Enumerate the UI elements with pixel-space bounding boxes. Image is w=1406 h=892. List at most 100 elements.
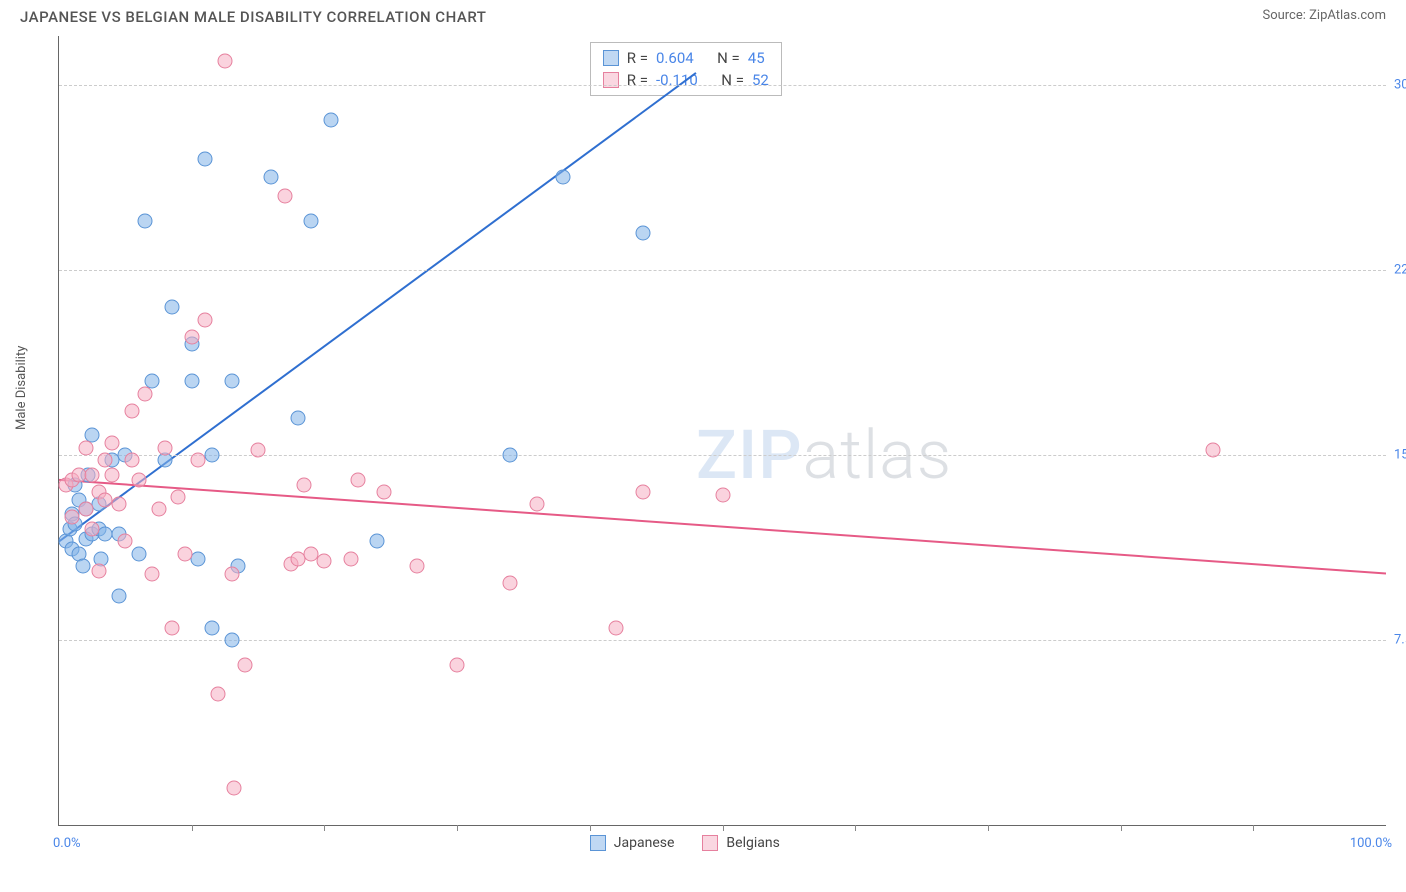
point-be <box>211 687 226 702</box>
point-be <box>609 620 624 635</box>
gridline <box>59 85 1386 86</box>
x-tick <box>457 825 458 831</box>
point-be <box>635 485 650 500</box>
point-be <box>217 53 232 68</box>
y-tick-label: 30.0% <box>1394 78 1406 93</box>
legend-item-japanese: Japanese <box>590 835 675 851</box>
legend-row-belgians: R = -0.110 N = 52 <box>603 69 769 91</box>
correlation-legend: R = 0.604 N = 45 R = -0.110 N = 52 <box>590 42 782 96</box>
point-be <box>105 435 120 450</box>
point-be <box>138 386 153 401</box>
point-be <box>151 502 166 517</box>
swatch-belgians-icon <box>702 835 718 851</box>
swatch-japanese-icon <box>590 835 606 851</box>
point-jp <box>131 546 146 561</box>
point-jp <box>635 226 650 241</box>
y-tick-label: 15.0% <box>1394 448 1406 463</box>
point-be <box>237 657 252 672</box>
point-be <box>111 497 126 512</box>
point-be <box>91 564 106 579</box>
point-be <box>410 559 425 574</box>
x-tick <box>590 825 591 831</box>
point-be <box>184 329 199 344</box>
point-jp <box>304 213 319 228</box>
legend-label-belgians: Belgians <box>726 835 779 851</box>
point-jp <box>111 588 126 603</box>
r-label: R = <box>627 49 648 67</box>
point-be <box>164 620 179 635</box>
source-label: Source: ZipAtlas.com <box>1262 8 1386 26</box>
scatter-plot: ZIPatlas R = 0.604 N = 45 R = -0.110 N =… <box>58 36 1386 826</box>
point-jp <box>138 213 153 228</box>
chart-title: JAPANESE VS BELGIAN MALE DISABILITY CORR… <box>20 8 486 26</box>
point-be <box>105 467 120 482</box>
point-be <box>503 576 518 591</box>
point-be <box>297 477 312 492</box>
point-be <box>529 497 544 512</box>
point-be <box>171 490 186 505</box>
x-tick <box>723 825 724 831</box>
x-tick <box>988 825 989 831</box>
point-be <box>124 453 139 468</box>
point-jp <box>224 374 239 389</box>
point-jp <box>264 169 279 184</box>
point-be <box>191 453 206 468</box>
point-be <box>78 502 93 517</box>
point-be <box>317 554 332 569</box>
point-jp <box>184 374 199 389</box>
point-jp <box>290 411 305 426</box>
point-be <box>131 472 146 487</box>
point-jp <box>324 112 339 127</box>
point-be <box>178 546 193 561</box>
legend-item-belgians: Belgians <box>702 835 779 851</box>
point-jp <box>75 559 90 574</box>
point-be <box>197 312 212 327</box>
point-be <box>450 657 465 672</box>
gridline <box>59 270 1386 271</box>
point-jp <box>191 551 206 566</box>
point-jp <box>204 448 219 463</box>
point-be <box>124 403 139 418</box>
point-be <box>85 467 100 482</box>
point-be <box>158 440 173 455</box>
point-be <box>227 781 242 796</box>
x-tick <box>1253 825 1254 831</box>
legend-label-japanese: Japanese <box>614 835 675 851</box>
x-axis-max: 100.0% <box>1350 836 1392 851</box>
point-jp <box>164 300 179 315</box>
point-be <box>715 487 730 502</box>
point-jp <box>503 448 518 463</box>
gridline <box>59 640 1386 641</box>
point-be <box>377 485 392 500</box>
point-be <box>98 453 113 468</box>
x-tick <box>855 825 856 831</box>
trend-lines <box>59 36 1386 825</box>
y-tick-label: 7.5% <box>1394 633 1406 648</box>
n-value-japanese: 45 <box>748 49 765 67</box>
y-axis-label: Male Disability <box>14 346 29 430</box>
point-be <box>277 189 292 204</box>
point-be <box>118 534 133 549</box>
point-be <box>343 551 358 566</box>
point-be <box>78 440 93 455</box>
point-be <box>85 522 100 537</box>
series-legend: Japanese Belgians <box>590 835 780 851</box>
point-be <box>251 443 266 458</box>
legend-row-japanese: R = 0.604 N = 45 <box>603 47 769 69</box>
point-be <box>350 472 365 487</box>
swatch-japanese-icon <box>603 50 619 66</box>
n-label: N = <box>717 49 740 67</box>
y-tick-label: 22.5% <box>1394 263 1406 278</box>
point-be <box>144 566 159 581</box>
point-jp <box>197 152 212 167</box>
point-be <box>224 566 239 581</box>
x-tick <box>1121 825 1122 831</box>
point-jp <box>370 534 385 549</box>
r-value-japanese: 0.604 <box>656 49 694 67</box>
x-tick <box>192 825 193 831</box>
point-jp <box>224 633 239 648</box>
point-be <box>1206 443 1221 458</box>
x-tick <box>324 825 325 831</box>
point-jp <box>204 620 219 635</box>
point-jp <box>556 169 571 184</box>
